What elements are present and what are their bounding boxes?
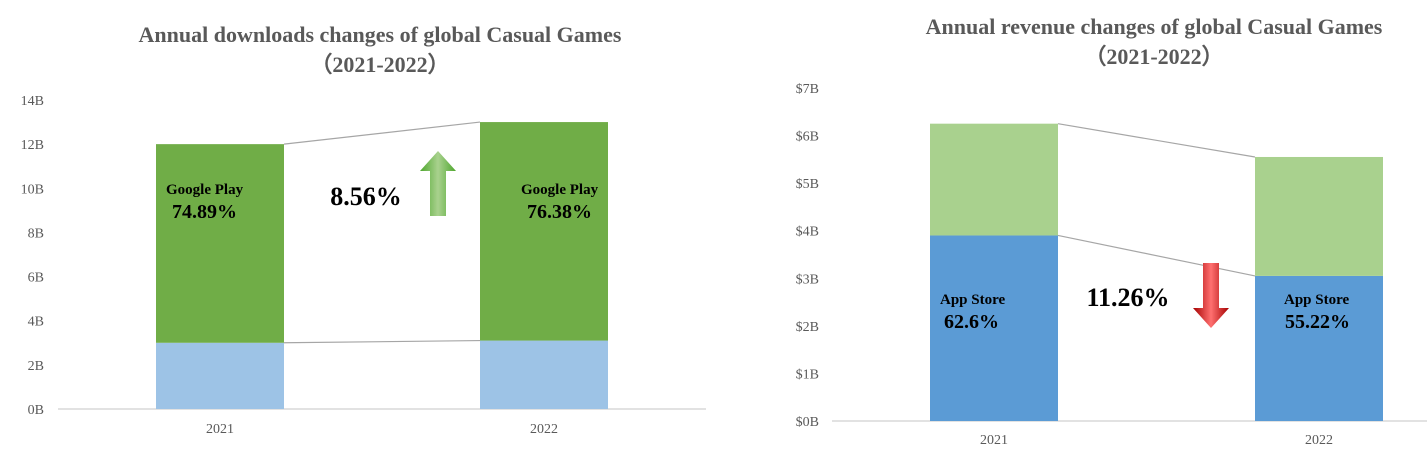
downloads-connector-line (283, 339, 481, 344)
downloads-bar-2021-other (156, 342, 284, 409)
revenue-y-axis: $0B $1B $2B $3B $4B $5B $6B $7B (796, 82, 819, 430)
revenue-x-tick-2021: 2021 (980, 433, 1008, 448)
revenue-label-value-2022: 55.22% (1285, 311, 1350, 333)
downloads-y-tick: 6B (28, 271, 44, 286)
revenue-bar-2022-other (1255, 156, 1383, 276)
downloads-y-tick: 8B (28, 226, 44, 241)
arrow-down-icon (1193, 263, 1229, 328)
downloads-label-value-2021: 74.89% (172, 201, 237, 223)
downloads-bar-2022-google-play (480, 122, 608, 341)
revenue-y-tick: $6B (796, 130, 819, 145)
downloads-y-tick: 14B (21, 94, 44, 109)
revenue-connector-line (1057, 123, 1256, 158)
downloads-y-tick: 0B (28, 403, 44, 418)
downloads-label-name-2021: Google Play (166, 182, 244, 198)
downloads-chart-title: Annual downloads changes of global Casua… (139, 22, 622, 47)
revenue-y-tick: $3B (796, 272, 819, 287)
downloads-label-name-2022: Google Play (521, 182, 599, 198)
downloads-bar-2022-other (480, 340, 608, 409)
downloads-x-tick-2022: 2022 (530, 422, 558, 437)
downloads-y-tick: 12B (21, 138, 44, 153)
revenue-y-tick: $1B (796, 367, 819, 382)
revenue-bars (930, 123, 1383, 421)
downloads-connectors (283, 121, 481, 344)
revenue-y-tick: $0B (796, 415, 819, 430)
downloads-y-axis: 0B 2B 4B 6B 8B 10B 12B 14B (21, 94, 44, 418)
revenue-label-value-2021: 62.6% (944, 311, 999, 333)
downloads-bar-2021-google-play (156, 144, 284, 343)
revenue-change-value: 11.26% (1086, 283, 1169, 312)
downloads-chart-subtitle: （2021-2022） (310, 52, 449, 77)
revenue-label-name-2021: App Store (940, 292, 1005, 308)
downloads-y-tick: 4B (28, 315, 44, 330)
revenue-y-tick: $5B (796, 177, 819, 192)
revenue-x-tick-2022: 2022 (1305, 433, 1333, 448)
revenue-bar-2021-other (930, 123, 1058, 236)
revenue-bar-2021-app-store (930, 235, 1058, 421)
revenue-connector-line (1057, 234, 1256, 277)
revenue-chart-title: Annual revenue changes of global Casual … (926, 14, 1383, 39)
revenue-y-tick: $7B (796, 82, 819, 97)
revenue-chart: Annual revenue changes of global Casual … (796, 14, 1427, 448)
downloads-connector-line (283, 121, 481, 145)
revenue-y-tick: $4B (796, 225, 819, 240)
revenue-connectors (1057, 123, 1256, 277)
revenue-bar-2022-app-store (1255, 275, 1383, 421)
revenue-y-tick: $2B (796, 320, 819, 335)
downloads-change-value: 8.56% (330, 182, 402, 211)
downloads-y-tick: 10B (21, 182, 44, 197)
revenue-chart-subtitle: （2021-2022） (1084, 44, 1223, 69)
revenue-label-name-2022: App Store (1284, 292, 1349, 308)
downloads-y-tick: 2B (28, 359, 44, 374)
downloads-chart: Annual downloads changes of global Casua… (21, 22, 706, 437)
downloads-x-tick-2021: 2021 (206, 422, 234, 437)
downloads-bars (156, 122, 608, 409)
arrow-up-icon (420, 151, 456, 216)
downloads-label-value-2022: 76.38% (527, 201, 592, 223)
